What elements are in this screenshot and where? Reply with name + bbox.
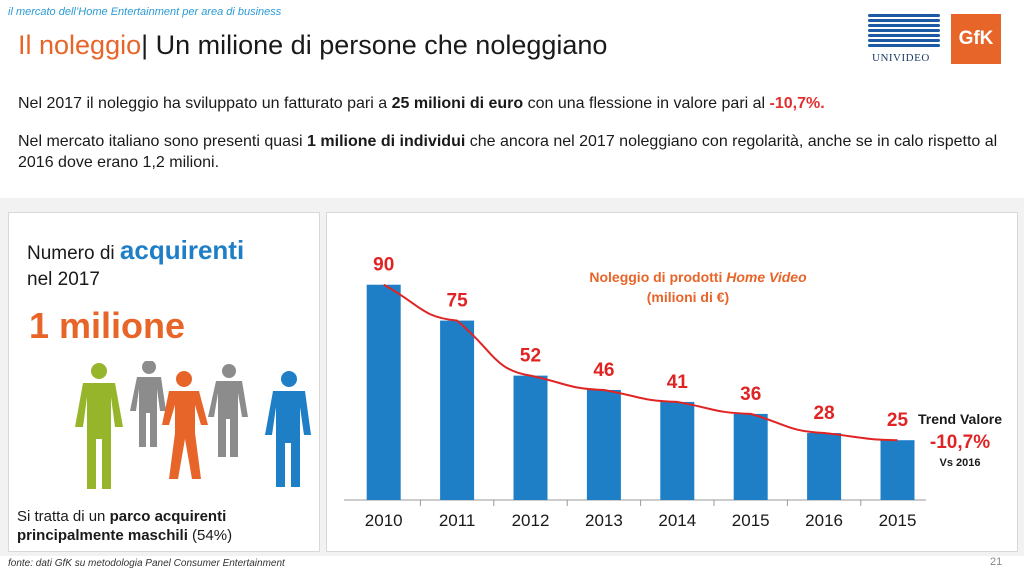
buyers-panel: Numero di acquirenti nel 2017 1 milione … [8,212,320,552]
x-tick-label: 2015 [732,511,770,530]
data-label: 75 [447,291,469,312]
intro-paragraph-2: Nel mercato italiano sono presenti quasi… [18,133,998,171]
bar [807,433,842,500]
trend-note: Vs 2016 [940,457,981,469]
univideo-wordmark: UNIVIDEO [872,52,930,64]
x-tick-label: 2010 [365,511,403,530]
intro-paragraph-1: Nel 2017 il noleggio ha sviluppato un fa… [18,95,825,112]
bar [660,401,695,500]
top-caption: il mercato dell’Home Entertainment per a… [8,6,282,18]
person-icon [265,371,311,487]
buyers-keyword: acquirenti [119,235,245,265]
person-icon [208,364,248,457]
x-tick-label: 2016 [805,511,843,530]
gfk-logo: GfK [951,14,1001,64]
x-tick-label: 2011 [439,511,476,530]
source-footer: fonte: dati GfK su metodologia Panel Con… [8,558,285,569]
trend-label: Trend Valore [918,411,1002,427]
globe-icon [868,14,940,50]
x-tick-label: 2012 [512,511,550,530]
x-tick-label: 2013 [585,511,623,530]
chart-subtitle: (milioni di €) [647,289,729,305]
trend-line [383,283,898,442]
revenue-highlight: 25 milioni di euro [391,95,524,112]
data-label: 90 [373,255,394,276]
data-label: 36 [740,384,761,405]
data-label: 52 [520,346,541,367]
page-title: Il noleggio| Un milione di persone che n… [18,30,607,61]
trend-value: -10,7% [930,432,990,453]
bar [733,413,768,500]
chart-title: Noleggio di prodotti Home Video [589,269,807,285]
buyers-note: Si tratta di un parco acquirenti princip… [17,508,233,544]
person-icon [130,361,166,447]
buyers-heading: Numero di acquirenti [27,235,245,265]
data-label: 46 [593,360,614,381]
buyers-value: 1 milione [29,305,186,346]
x-tick-label: 2015 [879,511,917,530]
data-label: 28 [814,403,835,424]
decline-highlight: -10,7%. [769,95,825,112]
data-label: 25 [887,410,909,431]
rental-bar-chart: Noleggio di prodotti Home Video (milioni … [344,255,1002,530]
title-accent: Il noleggio [18,30,142,60]
individuals-highlight: 1 milione di individui [307,133,466,150]
person-icon [162,371,208,479]
page-number: 21 [990,556,1003,568]
x-tick-label: 2014 [658,511,696,530]
bar [513,375,548,500]
person-icon [75,363,123,489]
bar [440,320,475,500]
univideo-logo: UNIVIDEO [868,14,942,66]
bar [586,389,621,500]
data-label: 41 [667,372,689,393]
title-rest: | Un milione di persone che noleggiano [141,30,608,60]
buyers-year: nel 2017 [27,269,100,290]
bar [366,284,401,500]
people-illustration [75,361,311,489]
bar [880,440,915,500]
